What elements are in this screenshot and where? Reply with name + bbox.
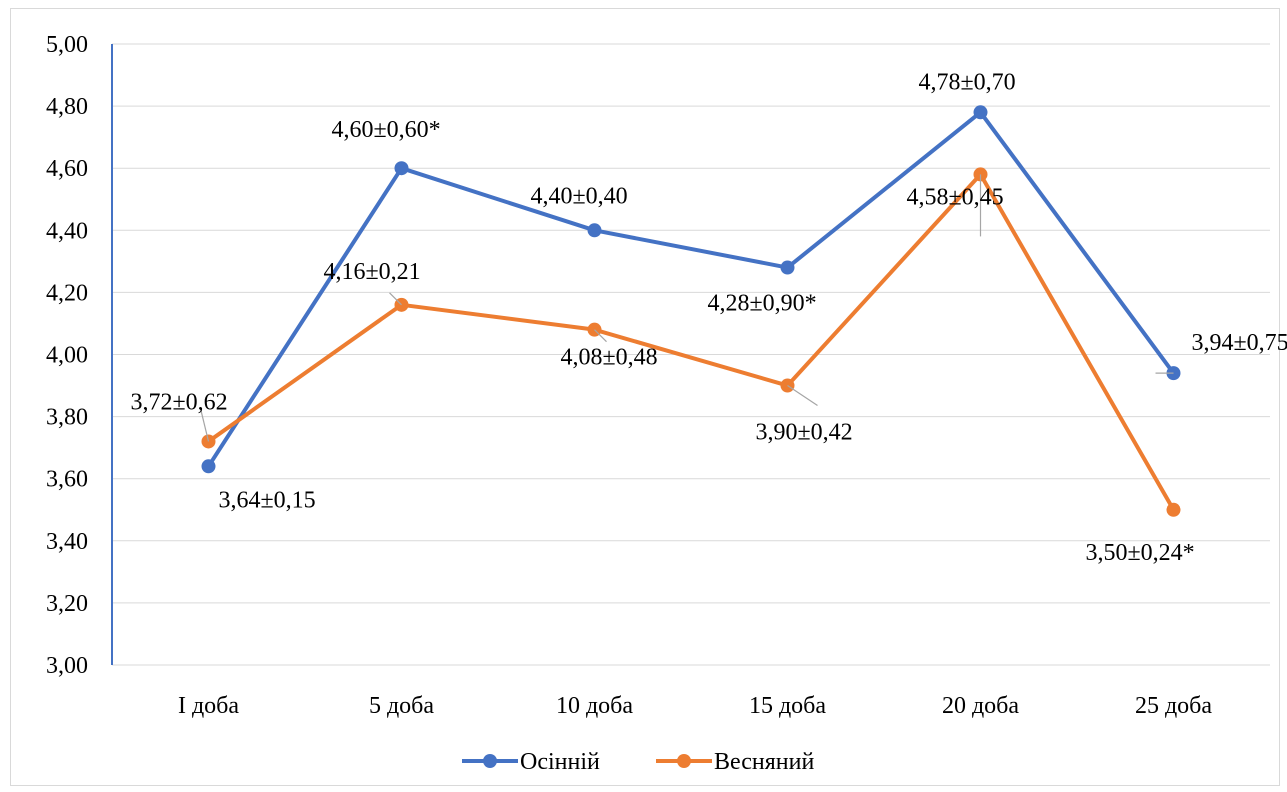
data-label: 4,78±0,70 [919, 69, 1016, 95]
data-label: 4,60±0,60* [332, 117, 441, 143]
legend: Осінній Весняний [462, 749, 814, 775]
y-tick-label: 3,80 [46, 405, 88, 431]
data-point [394, 161, 409, 176]
data-point [780, 260, 795, 275]
y-tick-label: 3,60 [46, 467, 88, 493]
legend-label: Весняний [714, 749, 814, 775]
leader-line [389, 292, 402, 306]
x-tick-label: 15 доба [749, 693, 826, 719]
data-label: 3,90±0,42 [756, 420, 853, 446]
data-label: 4,40±0,40 [531, 183, 628, 209]
data-label: 4,08±0,48 [561, 345, 658, 371]
y-tick-label: 3,20 [46, 591, 88, 617]
series-line [206, 110, 1176, 468]
y-tick-label: 3,40 [46, 529, 88, 555]
legend-swatch-marker [483, 754, 497, 768]
x-tick-label: 25 доба [1135, 693, 1212, 719]
chart-frame [10, 8, 1280, 786]
x-tick-label: 10 доба [556, 693, 633, 719]
data-label: 3,50±0,24* [1086, 540, 1195, 566]
y-tick-label: 4,60 [46, 156, 88, 182]
data-point [201, 459, 216, 474]
data-label: 3,64±0,15 [219, 487, 316, 513]
y-tick-label: 4,00 [46, 343, 88, 369]
series-lines [201, 105, 1181, 517]
data-label: 4,58±0,45 [907, 184, 1004, 210]
leader-lines [199, 174, 1174, 442]
leader-line [787, 385, 818, 407]
y-tick-label: 3,00 [46, 653, 88, 679]
axes: 3,00 3,20 3,40 3,60 3,80 4,00 4,20 4,40 4,60 4,80… [46, 32, 1270, 719]
data-label: 3,94±0,75 [1192, 330, 1287, 356]
leader-line [594, 329, 607, 343]
y-tick-label: 4,40 [46, 218, 88, 244]
x-tick-label: І доба [178, 693, 239, 719]
legend-swatch-marker [677, 754, 691, 768]
x-tick-label: 20 доба [942, 693, 1019, 719]
y-tick-label: 4,80 [46, 94, 88, 120]
data-label: 4,16±0,21 [324, 259, 421, 285]
legend-label: Осінній [520, 749, 600, 775]
data-labels: 3,64±0,15 4,60±0,60* 4,40±0,40 4,28±0,90* 4,… [131, 69, 1287, 565]
data-label: 4,28±0,90* [708, 291, 817, 317]
series-line [207, 172, 1176, 511]
leader-line [199, 408, 210, 442]
data-point [1166, 502, 1181, 517]
data-label: 3,72±0,62 [131, 389, 228, 415]
data-point [973, 105, 988, 120]
gridlines [112, 43, 1270, 604]
y-tick-label: 4,20 [46, 280, 88, 306]
y-tick-label: 5,00 [46, 32, 88, 58]
x-tick-label: 5 доба [369, 693, 434, 719]
data-point [587, 223, 602, 238]
